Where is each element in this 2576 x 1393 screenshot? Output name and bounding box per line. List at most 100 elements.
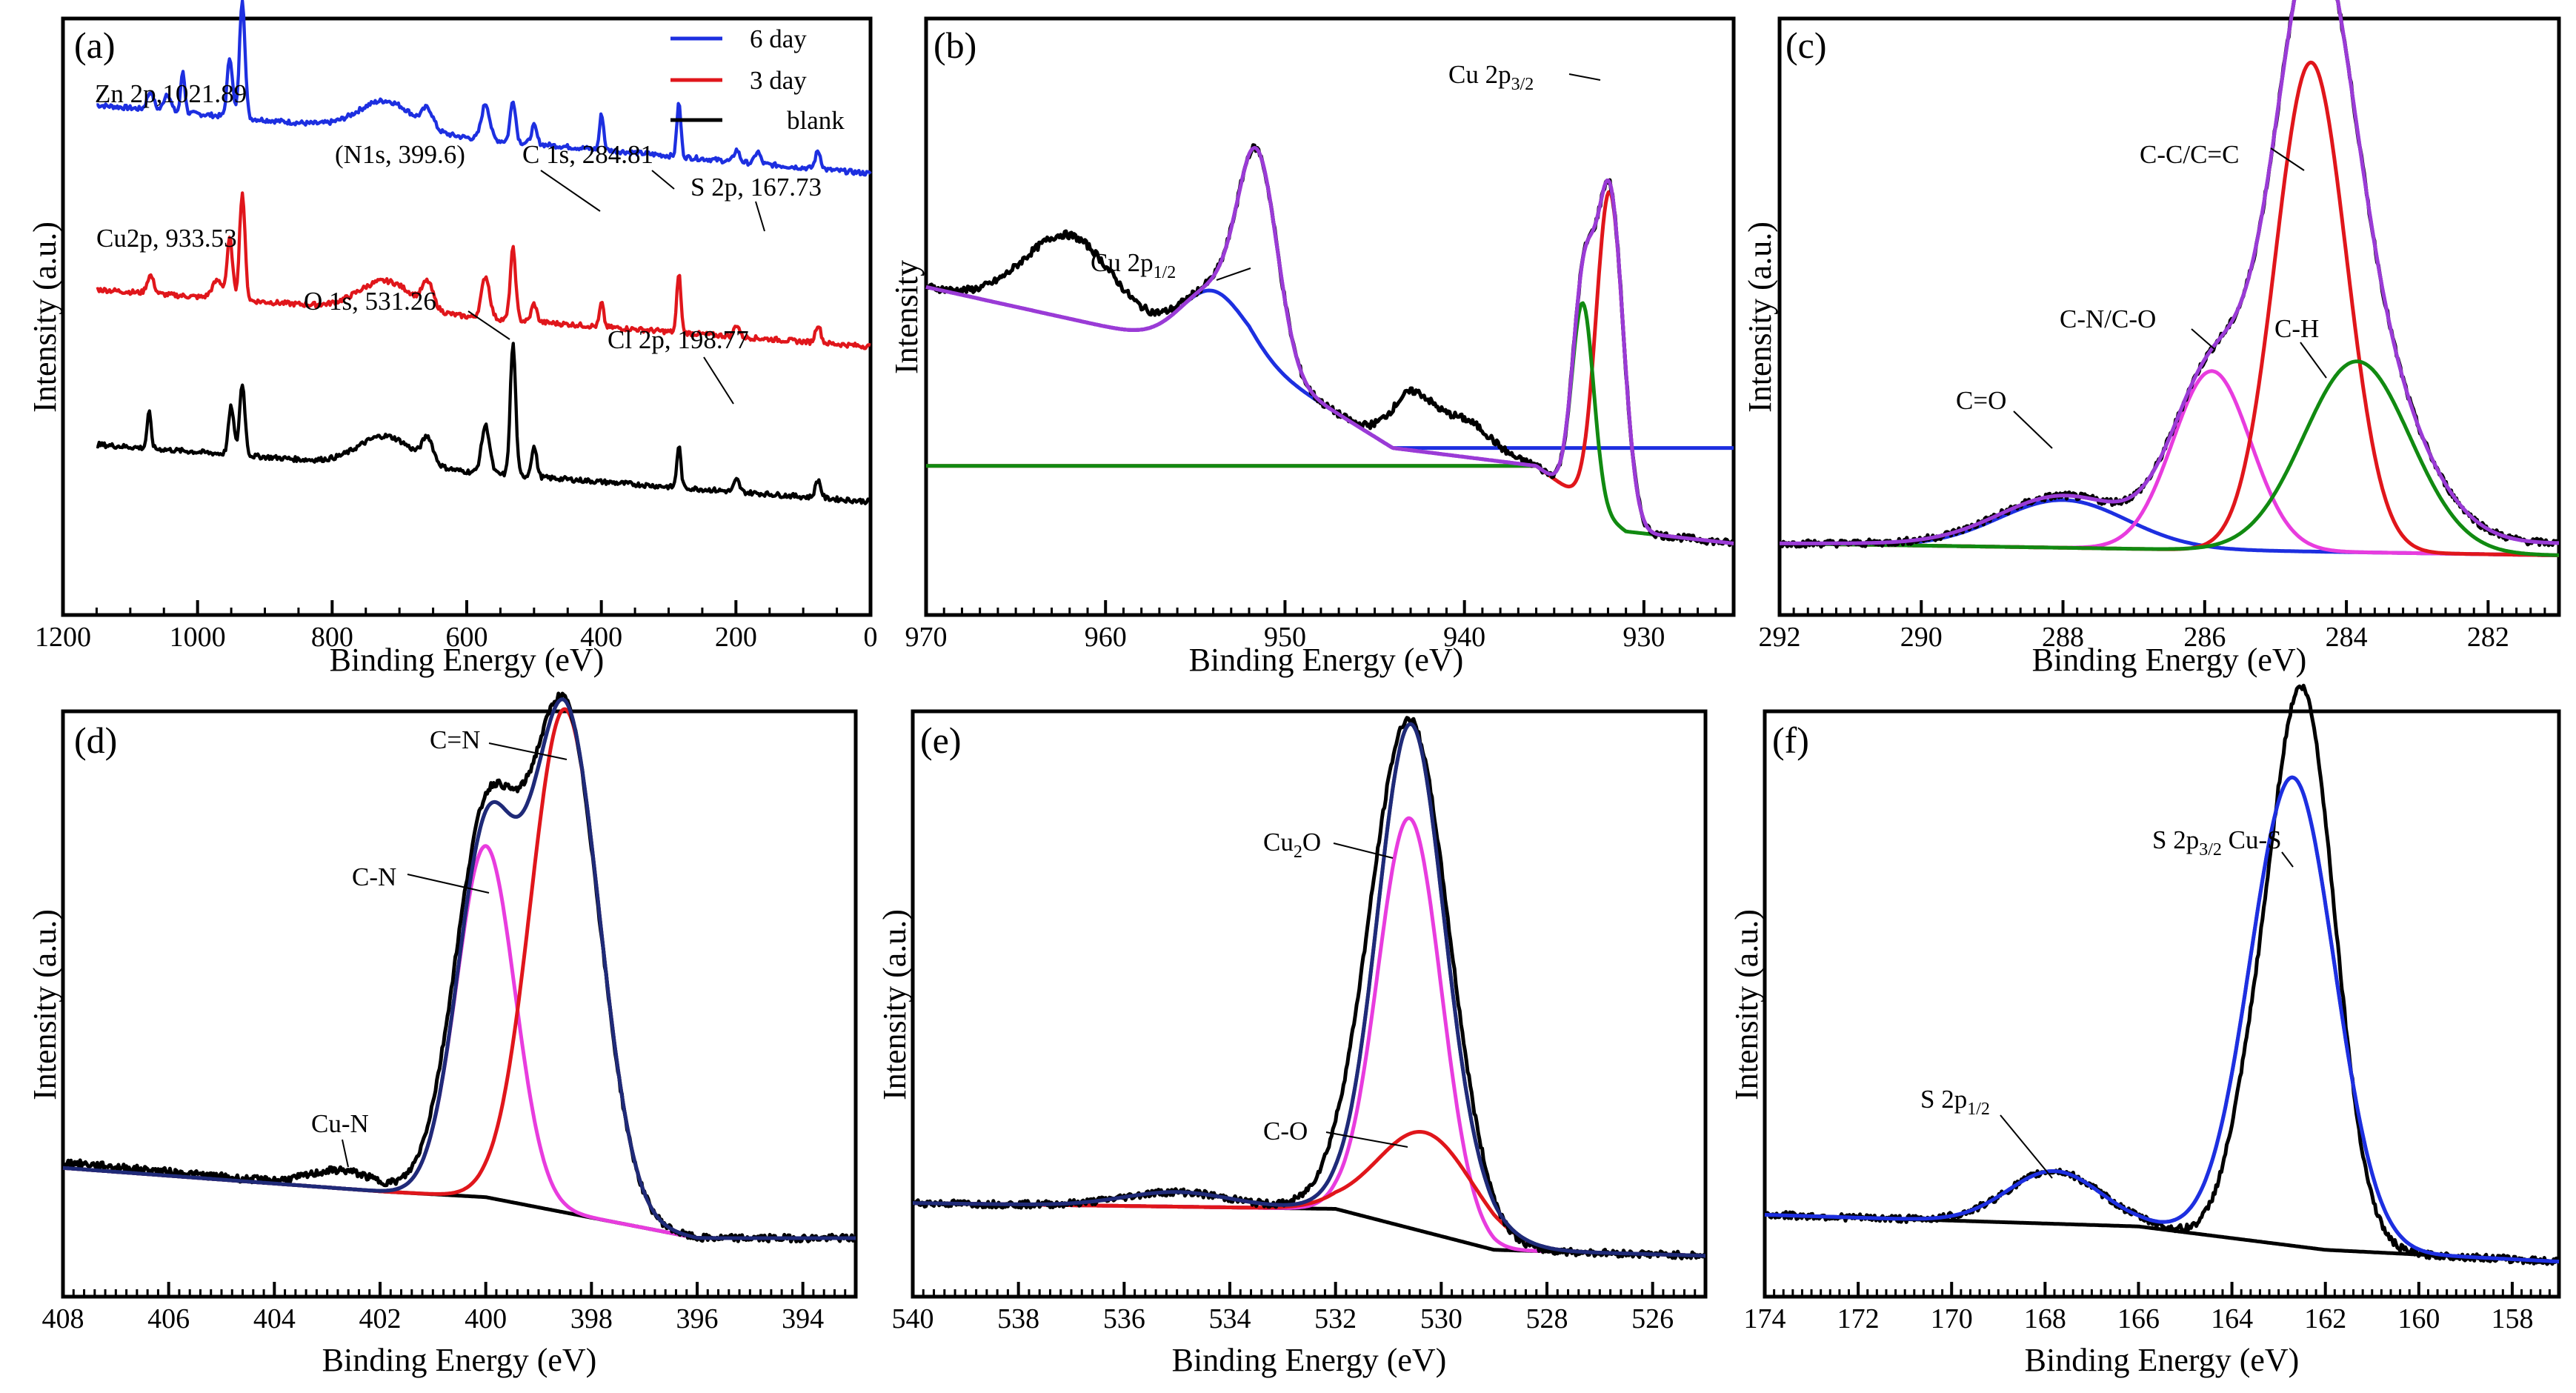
x-tick-label: 1000	[170, 622, 226, 653]
y-axis-title: Intensity (a.u.)	[27, 909, 63, 1100]
x-tick-label: 398	[570, 1303, 613, 1334]
leader-c-o	[1325, 1131, 1408, 1148]
panel-f: (f) Binding Energy (eV) Intensity (a.u.)…	[1728, 683, 2561, 1378]
tick-layer: 174 172 170 168 166 164 162 160 158	[1744, 1282, 2560, 1334]
annotation-co: C=O	[1956, 386, 2006, 415]
panel-label: (c)	[1785, 24, 1827, 66]
leader-cu2p-half	[1216, 267, 1251, 281]
x-tick-label: 526	[1631, 1303, 1674, 1334]
annotation-c-double-n: C=N	[430, 725, 480, 754]
annotation-s2p-half-sub: 1/2	[1967, 1100, 1990, 1119]
panel-label: (e)	[920, 719, 962, 761]
annotations: Cu2O C-O	[1263, 828, 1408, 1148]
plot-frame	[924, 16, 1736, 617]
legend-label-6-day: 6 day	[750, 24, 807, 53]
annotation-cl2p: Cl 2p, 198.77	[608, 325, 749, 354]
fit-line-C-H	[1779, 359, 2560, 557]
x-tick-label: 164	[2211, 1303, 2253, 1334]
x-tick-label: 288	[2042, 622, 2084, 653]
panel-b: (b) Binding Energy (eV) Intensity 970 960…	[888, 16, 1736, 678]
legend: 6 day 3 day blank	[670, 24, 845, 135]
annotation-ch: C-H	[2274, 314, 2319, 343]
leader-s2p	[755, 201, 765, 232]
panel-label: (d)	[74, 719, 117, 761]
annotations: Zn 2p,1021.89 (N1s, 399.6) C 1s, 284.81 …	[95, 79, 822, 405]
tick-layer: 292 290 288 286 284 282	[1759, 600, 2560, 653]
x-tick-label: 404	[253, 1303, 296, 1334]
plot-frame	[1763, 709, 2561, 1299]
series-layer	[1763, 683, 2560, 1266]
x-tick-label: 174	[1744, 1303, 1786, 1334]
leader-c1s	[651, 170, 675, 190]
x-tick-label: 162	[2304, 1303, 2346, 1334]
plot-frame	[1777, 16, 2561, 617]
annotations: Cu 2p1/2 Cu 2p3/2	[1091, 60, 1601, 282]
envelope-line	[1764, 775, 2560, 1264]
annotation-s2p-three-half-sub: 3/2	[2199, 840, 2222, 860]
leader-c-double-n	[488, 742, 568, 760]
raw-spectrum-line	[1778, 0, 2561, 549]
annotation-cu2p-half-base: Cu 2p	[1091, 248, 1154, 277]
x-tick-label: 1200	[35, 622, 91, 653]
annotation-cu2o-sub: 2	[1294, 842, 1302, 862]
panel-d: (d) Binding Energy (eV) Intensity (a.u.)…	[27, 691, 858, 1378]
annotation-s2p-three-half-base: S 2p	[2152, 825, 2199, 854]
x-tick-label: 158	[2491, 1303, 2533, 1334]
x-tick-label: 530	[1420, 1303, 1462, 1334]
annotation-cu2p-three-half: Cu 2p3/2	[1448, 60, 1534, 94]
annotation-cn-co: C-N/C-O	[2060, 305, 2156, 333]
y-axis-title: Intensity (a.u.)	[1742, 222, 1778, 413]
annotation-zn2p: Zn 2p,1021.89	[95, 79, 247, 108]
annotation-s2p-half-base: S 2p	[1920, 1085, 1967, 1114]
x-tick-label: 292	[1759, 622, 1801, 653]
panel-a: (a) Binding Energy (eV) Intensity (a.u.)…	[27, 0, 878, 678]
annotation-cu2o-o: O	[1302, 828, 1321, 857]
x-axis-title: Binding Energy (eV)	[1172, 1342, 1447, 1378]
annotation-cu-s: Cu-S	[2222, 825, 2282, 854]
annotations: S 2p3/2 Cu-S S 2p1/2	[1920, 825, 2294, 1179]
x-tick-label: 284	[2326, 622, 2368, 653]
leader-cu2o	[1333, 842, 1394, 859]
x-axis-title: Binding Energy (eV)	[1189, 642, 1464, 678]
leader-cc-cc	[2270, 147, 2305, 171]
panel-label: (b)	[933, 24, 976, 66]
envelope-line	[62, 697, 856, 1240]
x-tick-label: 950	[1264, 622, 1306, 653]
x-tick-label: 282	[2467, 622, 2509, 653]
envelope-line	[925, 145, 1734, 545]
x-tick-label: 538	[997, 1303, 1039, 1334]
x-tick-label: 170	[1931, 1303, 1973, 1334]
x-tick-label: 400	[465, 1303, 507, 1334]
x-tick-label: 540	[892, 1303, 934, 1334]
series-layer	[61, 691, 858, 1244]
x-tick-label: 290	[1900, 622, 1943, 653]
annotation-n1s: (N1s, 399.6)	[335, 140, 465, 169]
leader-ch	[2300, 342, 2327, 379]
annotation-cc-cc: C-C/C=C	[2140, 140, 2240, 169]
leader-cl2p	[703, 356, 734, 405]
plot-frame	[911, 709, 1708, 1299]
x-tick-label: 536	[1103, 1303, 1145, 1334]
legend-label-blank: blank	[787, 106, 845, 135]
x-tick-label: 394	[782, 1303, 824, 1334]
annotations: C=N C-N Cu-N	[311, 725, 568, 1168]
leader-o1s	[467, 310, 510, 340]
fit-line-C-O	[912, 1130, 1706, 1258]
annotation-c-o: C-O	[1263, 1117, 1308, 1146]
raw-spectrum-line	[1763, 683, 2560, 1266]
x-axis-title: Binding Energy (eV)	[322, 1342, 597, 1378]
fit-line-Cu-2p1-2-satellite	[925, 285, 1734, 451]
x-tick-label: 940	[1443, 622, 1485, 653]
annotation-cu2p-half-sub: 1/2	[1154, 263, 1176, 282]
y-axis-title: Intensity (a.u.)	[27, 222, 63, 413]
x-tick-label: 400	[580, 622, 622, 653]
tick-layer: 408 406 404 402 400 398 396 394	[42, 1282, 857, 1334]
raw-spectrum-line	[911, 716, 1706, 1260]
x-tick-label: 160	[2397, 1303, 2440, 1334]
leader-cu2p-three-half	[1568, 73, 1601, 81]
plot-frame	[61, 709, 858, 1299]
x-axis-title: Binding Energy (eV)	[330, 642, 605, 678]
x-axis-title: Binding Energy (eV)	[2025, 1342, 2300, 1378]
annotation-s2p: S 2p, 167.73	[690, 173, 822, 202]
